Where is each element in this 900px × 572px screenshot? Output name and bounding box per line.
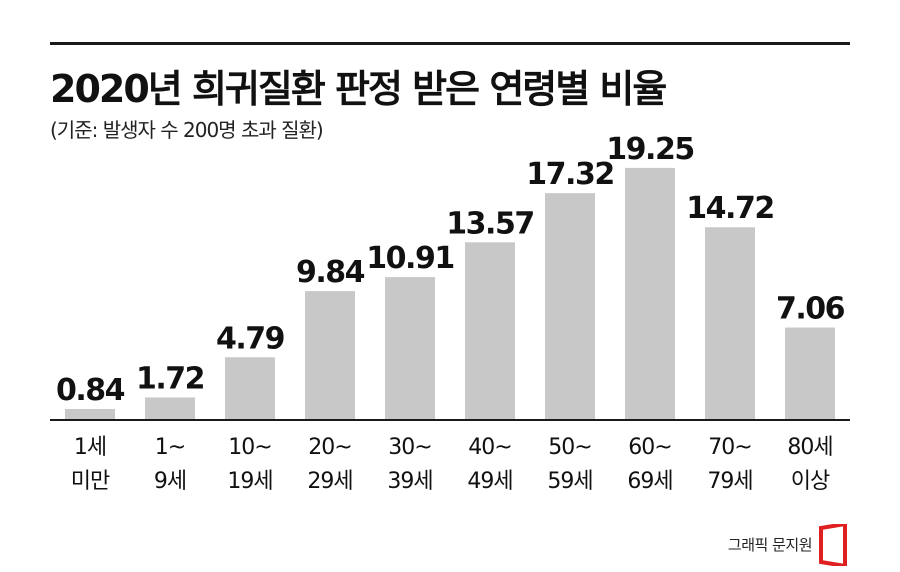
category-label-4-0: 30~ [388,435,431,460]
graphic-credit: 그래픽 문지원 [727,536,813,554]
category-label-9-1: 이상 [791,469,830,494]
category-label-6-0: 50~ [548,435,591,460]
category-label-3-0: 20~ [308,435,351,460]
category-label-7-1: 69세 [627,469,672,494]
category-label-5-1: 49세 [467,469,512,494]
value-label-6: 17.32 [526,157,613,192]
bar-1 [145,397,195,420]
value-label-5: 13.57 [446,206,533,241]
category-label-3-1: 29세 [307,469,352,494]
category-label-0-0: 1세 [74,435,106,460]
category-label-8-0: 70~ [708,435,751,460]
top-rule [50,42,850,45]
value-label-2: 4.79 [216,321,284,356]
value-label-9: 7.06 [776,292,845,327]
red-bracket-logo-icon [819,524,847,566]
category-label-4-1: 39세 [387,469,432,494]
category-label-7-0: 60~ [628,435,671,460]
category-label-5-0: 40~ [468,435,511,460]
category-label-1-1: 9세 [154,469,186,494]
bar-8 [705,227,755,420]
bar-7 [625,167,675,420]
chart-title: 2020년 희귀질환 판정 받은 연령별 비율 [50,67,667,111]
bar-3 [305,291,355,420]
value-label-1: 1.72 [136,361,204,396]
category-label-0-1: 미만 [71,469,110,494]
bar-4 [385,277,435,420]
bar-2 [225,357,275,420]
category-label-2-1: 19세 [227,469,272,494]
bar-9 [785,327,835,420]
category-label-6-1: 59세 [547,469,592,494]
category-label-1-0: 1~ [155,435,185,460]
category-label-2-0: 10~ [228,435,271,460]
value-label-3: 9.84 [296,255,365,290]
value-label-7: 19.25 [606,132,693,167]
value-label-8: 14.72 [686,191,773,226]
value-label-0: 0.84 [56,373,125,408]
bar-5 [465,242,515,420]
category-label-9-0: 80세 [787,435,832,460]
chart-subtitle: (기준: 발생자 수 200명 초과 질환) [50,118,324,142]
value-label-4: 10.91 [366,241,453,276]
category-label-8-1: 79세 [707,469,752,494]
bar-6 [545,193,595,420]
bar-0 [65,409,115,420]
